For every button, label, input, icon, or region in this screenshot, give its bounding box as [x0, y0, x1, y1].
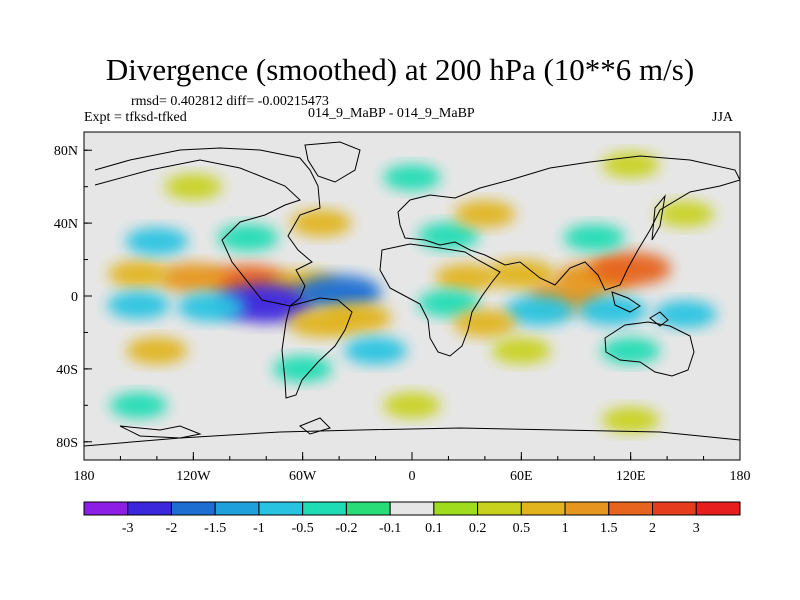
field-feature-1 [158, 262, 229, 293]
colorbar-label: 2 [649, 521, 656, 536]
field-feature-25 [454, 200, 516, 228]
y-tick-label: 40N [54, 217, 78, 232]
colorbar-swatch [520, 501, 566, 516]
field-feature-15 [578, 295, 647, 326]
coastlines [84, 141, 740, 447]
experiment-label: Expt = tfksd-tfked [84, 110, 187, 125]
y-tick-label: 80N [54, 144, 78, 159]
colorbar-label: -3 [122, 521, 134, 536]
colorbar-label: -0.1 [379, 521, 401, 536]
field-layer [107, 151, 717, 433]
field-feature-32 [164, 173, 223, 200]
field-feature-26 [656, 201, 715, 227]
colorbar-swatch [652, 501, 697, 516]
colorbar-swatch [433, 501, 479, 516]
x-tick-label: 180 [74, 469, 95, 484]
colorbar-swatch [608, 501, 654, 516]
colorbar-swatch [345, 501, 391, 516]
field-feature-33 [383, 164, 441, 191]
comparison-label: 014_9_MaBP - 014_9_MaBP [308, 106, 475, 121]
colorbar-swatch [127, 501, 172, 516]
colorbar-swatch [214, 501, 260, 516]
season-label: JJA [712, 110, 734, 125]
colorbar-swatch [258, 501, 304, 516]
stats-text: rmsd= 0.402812 diff= -0.00215473 [131, 94, 329, 109]
field-feature-21 [217, 224, 279, 252]
field-feature-35 [109, 392, 168, 419]
colorbar-label: -0.2 [335, 521, 357, 536]
y-tick-label: 0 [71, 290, 78, 305]
colorbar-label: 1.5 [600, 521, 618, 536]
x-tick-label: 60E [510, 469, 533, 484]
colorbar-swatch [389, 501, 435, 516]
y-tick-label: 80S [56, 436, 78, 451]
colorbar-label: 3 [693, 521, 700, 536]
colorbar-swatch [477, 501, 522, 516]
x-tick-label: 60W [289, 469, 317, 484]
field-feature-27 [126, 337, 188, 365]
x-tick-label: 0 [409, 469, 416, 484]
colorbar-label: -2 [166, 521, 178, 536]
colorbar-label: 0.1 [425, 521, 443, 536]
field-feature-37 [601, 407, 660, 433]
field-feature-24 [290, 209, 352, 237]
y-axis: 80N 40N 0 40S 80S [54, 144, 92, 451]
colorbar-swatch [695, 501, 741, 516]
colorbar-swatch [170, 501, 216, 516]
colorbar-label: 0.5 [513, 521, 531, 536]
colorbar-label: 0.2 [469, 521, 487, 536]
field-feature-16 [653, 300, 717, 329]
colorbar-swatch [83, 501, 129, 516]
x-axis: 180 120W 60W 0 60E 120E 180 [74, 452, 751, 484]
field-feature-14 [504, 295, 575, 326]
field-feature-5 [590, 251, 672, 286]
chart-title: Divergence (smoothed) at 200 hPa (10**6 … [105, 52, 695, 87]
colorbar-label: -1.5 [204, 521, 226, 536]
field-feature-29 [491, 337, 551, 364]
x-tick-label: 120W [176, 469, 211, 484]
field-feature-12 [107, 291, 171, 319]
field-feature-7 [435, 263, 499, 292]
field-feature-18 [288, 309, 354, 338]
field-feature-13 [417, 289, 479, 317]
field-feature-19 [453, 309, 517, 338]
field-feature-10 [296, 274, 382, 310]
y-tick-label: 40S [56, 363, 78, 378]
field-feature-2 [108, 260, 170, 288]
x-tick-label: 120E [616, 469, 646, 484]
field-feature-28 [344, 336, 407, 365]
field-feature-23 [563, 224, 625, 252]
colorbar-label: -0.5 [292, 521, 314, 536]
colorbar-label: 1 [562, 521, 569, 536]
colorbar-label: -1 [253, 521, 265, 536]
x-tick-label: 180 [730, 469, 751, 484]
field-feature-11 [177, 292, 246, 322]
colorbar-swatch [564, 501, 610, 516]
field-feature-20 [125, 227, 189, 256]
colorbar-swatch [302, 501, 347, 516]
field-feature-36 [383, 392, 441, 419]
field-feature-6 [487, 259, 556, 289]
